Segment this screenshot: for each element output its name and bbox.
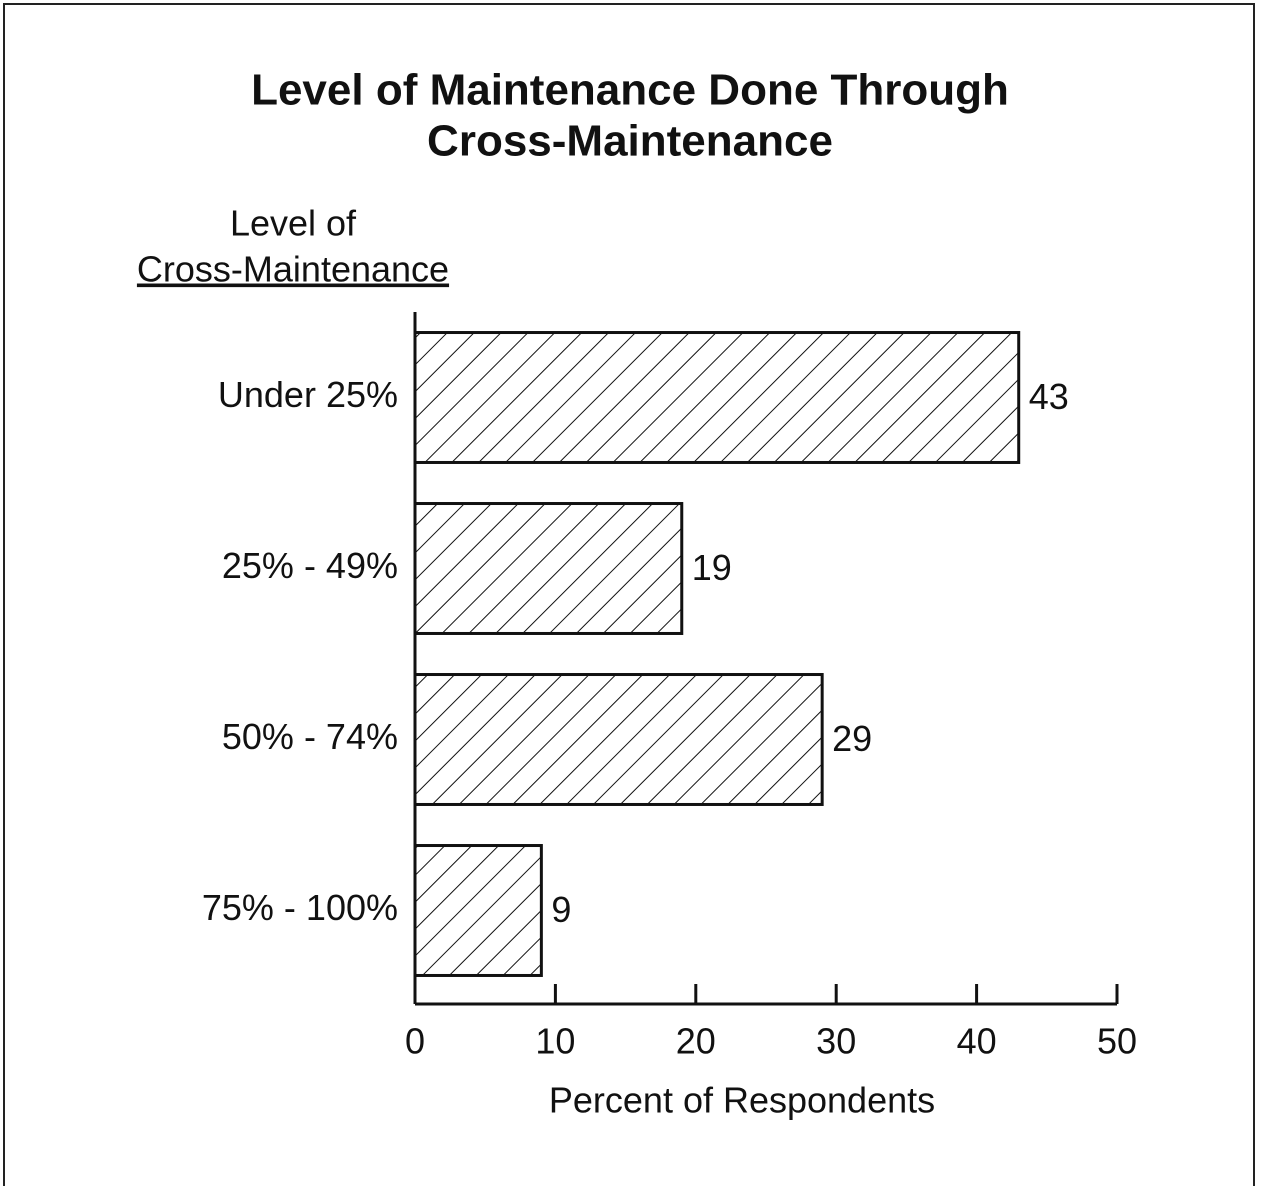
chart-title: Cross-Maintenance [427, 117, 833, 166]
x-tick-label: 40 [957, 1021, 997, 1062]
x-tick-label: 30 [816, 1021, 856, 1062]
y-tick-label: 50% - 74% [222, 716, 398, 757]
value-label: 9 [551, 889, 571, 930]
y-axis-label: Cross-Maintenance [137, 249, 449, 290]
bar [413, 844, 543, 977]
value-label: 43 [1029, 376, 1069, 417]
x-axis-label: Percent of Respondents [549, 1080, 935, 1121]
y-tick-label: 25% - 49% [222, 545, 398, 586]
x-tick-label: 20 [676, 1021, 716, 1062]
chart-title: Level of Maintenance Done Through [251, 66, 1009, 115]
bar [413, 502, 684, 635]
x-tick-label: 0 [405, 1021, 425, 1062]
value-label: 29 [832, 718, 872, 759]
y-axis-label: Level of [230, 203, 357, 244]
frame [3, 3, 1255, 1186]
x-tick-label: 50 [1097, 1021, 1137, 1062]
bar [413, 331, 1021, 464]
y-tick-label: 75% - 100% [202, 887, 398, 928]
value-label: 19 [692, 547, 732, 588]
bar [413, 673, 824, 806]
y-tick-label: Under 25% [218, 374, 398, 415]
x-tick-label: 10 [535, 1021, 575, 1062]
